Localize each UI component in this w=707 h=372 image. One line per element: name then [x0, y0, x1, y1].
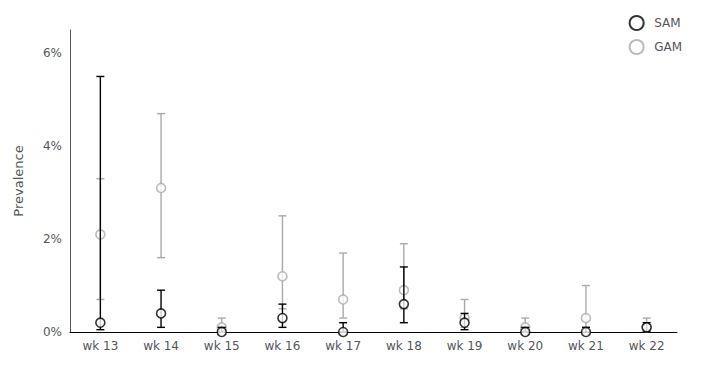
svg-text:wk 22: wk 22 [629, 339, 665, 353]
svg-text:SAM: SAM [654, 16, 680, 30]
svg-text:wk 15: wk 15 [204, 339, 240, 353]
svg-text:Prevalence: Prevalence [11, 145, 26, 216]
svg-text:wk 17: wk 17 [325, 339, 361, 353]
svg-text:wk 13: wk 13 [82, 339, 118, 353]
svg-text:2%: 2% [43, 232, 62, 246]
svg-text:wk 21: wk 21 [568, 339, 604, 353]
svg-text:wk 16: wk 16 [265, 339, 301, 353]
svg-text:wk 18: wk 18 [386, 339, 422, 353]
svg-text:0%: 0% [43, 325, 62, 339]
svg-text:GAM: GAM [654, 40, 682, 54]
svg-text:wk 14: wk 14 [143, 339, 179, 353]
svg-text:wk 19: wk 19 [447, 339, 483, 353]
svg-text:wk 20: wk 20 [507, 339, 543, 353]
svg-text:6%: 6% [43, 46, 62, 60]
svg-text:4%: 4% [43, 139, 62, 153]
